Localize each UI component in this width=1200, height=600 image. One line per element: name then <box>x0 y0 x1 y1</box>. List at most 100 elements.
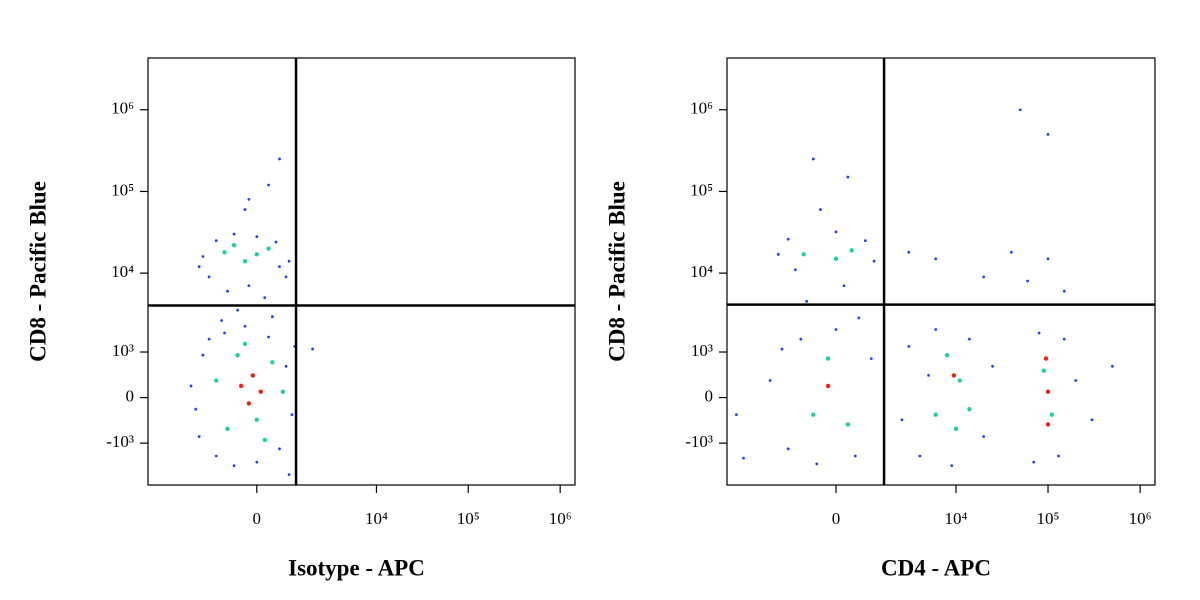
event-dot <box>786 447 790 451</box>
event-dot <box>263 296 267 300</box>
event-dot <box>254 252 259 257</box>
event-dot <box>287 473 291 477</box>
event-dot <box>207 275 211 279</box>
event-dot <box>235 352 240 358</box>
event-dot <box>222 250 227 255</box>
event-dot <box>207 337 211 341</box>
event-dot <box>266 246 271 251</box>
event-dot <box>311 347 314 351</box>
y-tick-label: 0 <box>705 386 714 405</box>
event-dot <box>825 383 831 389</box>
event-dot <box>223 331 226 335</box>
event-dot <box>815 462 819 466</box>
event-dot <box>742 456 745 460</box>
event-dot <box>197 435 201 438</box>
event-dot <box>258 389 263 394</box>
event-dot <box>246 401 252 406</box>
event-dot <box>225 426 230 432</box>
plot-frame <box>726 57 1156 486</box>
event-dot <box>1045 422 1051 427</box>
x-tick-label: 10⁶ <box>1129 509 1152 528</box>
event-dot <box>247 197 251 201</box>
x-tick-label: 0 <box>253 509 262 528</box>
event-dot <box>1062 289 1066 293</box>
event-dot <box>842 284 846 288</box>
event-dot <box>1026 279 1029 283</box>
event-dot <box>201 353 205 357</box>
event-dot <box>243 324 247 328</box>
event-dot <box>278 157 281 161</box>
event-dot <box>907 250 911 254</box>
y-axis-title: CD8 - Pacific Blue <box>25 181 50 362</box>
y-tick-label: 10⁶ <box>111 99 134 118</box>
event-dot <box>776 252 780 256</box>
y-tick-label: -10³ <box>685 432 713 451</box>
event-dot <box>232 232 236 236</box>
event-dot <box>834 328 838 331</box>
event-dot <box>950 464 954 468</box>
event-dot <box>270 360 275 365</box>
event-dot <box>1041 368 1047 373</box>
event-dot <box>786 237 790 241</box>
event-dot <box>801 252 806 257</box>
event-dot <box>231 242 237 248</box>
event-dot <box>290 413 294 417</box>
event-dot <box>934 328 938 331</box>
event-dot <box>845 422 851 427</box>
plot-frame <box>147 57 576 486</box>
event-dot <box>236 308 239 312</box>
y-axis-title: CD8 - Pacific Blue <box>604 181 629 362</box>
event-dot <box>1090 418 1094 422</box>
event-dot <box>957 378 962 383</box>
event-dot <box>239 383 244 389</box>
event-dot <box>991 364 994 368</box>
event-dot <box>226 289 229 293</box>
x-tick-label: 10⁶ <box>549 509 572 528</box>
event-dot <box>872 259 876 263</box>
event-dot <box>793 268 797 272</box>
event-dot <box>805 299 809 303</box>
event-dot <box>255 460 259 464</box>
y-tick-label: -10³ <box>106 432 134 451</box>
event-dot <box>819 208 822 211</box>
event-dot <box>900 418 904 422</box>
event-dot <box>846 175 850 179</box>
event-dot <box>247 284 251 288</box>
event-dot <box>1111 364 1114 368</box>
event-dot <box>1046 257 1050 261</box>
event-dot <box>201 255 205 258</box>
x-tick-label: 10⁵ <box>457 509 480 528</box>
event-dot <box>927 373 930 377</box>
y-tick-label: 10⁶ <box>690 99 713 118</box>
event-dot <box>1032 460 1036 464</box>
event-dot <box>953 426 959 432</box>
event-dot <box>232 464 236 468</box>
event-dot <box>214 239 218 243</box>
event-dot <box>1057 454 1060 458</box>
event-dot <box>1049 412 1055 417</box>
event-dot <box>189 384 193 388</box>
x-tick-label: 10⁴ <box>365 509 388 528</box>
y-tick-label: 0 <box>126 386 135 405</box>
event-dot <box>849 248 854 253</box>
event-dot <box>934 257 938 261</box>
y-tick-label: 10⁵ <box>690 180 713 199</box>
event-dot <box>944 352 950 358</box>
event-dot <box>1043 356 1049 361</box>
y-tick-label: 10⁴ <box>690 262 713 281</box>
event-dot <box>869 357 873 360</box>
y-tick-label: 10⁵ <box>111 180 134 199</box>
event-dot <box>1037 331 1041 335</box>
event-dot <box>853 454 857 458</box>
event-dot <box>1062 337 1066 341</box>
y-tick-label: 10³ <box>112 341 134 360</box>
event-dot <box>968 337 971 341</box>
x-tick-label: 10⁴ <box>945 509 968 528</box>
event-dot <box>242 341 248 346</box>
event-dot <box>194 407 198 411</box>
event-dot <box>278 265 281 269</box>
event-dot <box>967 406 972 412</box>
event-dot <box>220 319 224 322</box>
event-dot <box>214 378 219 383</box>
